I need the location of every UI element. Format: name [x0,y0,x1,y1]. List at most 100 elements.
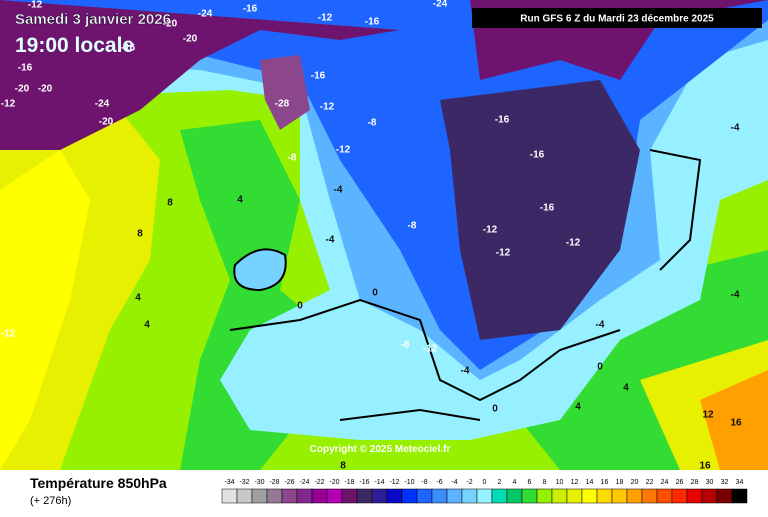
colorbar-swatch [641,488,658,504]
colorbar-label: -10 [404,479,414,486]
colorbar-swatch [236,488,253,504]
run-info: Run GFS 6 Z du Mardi 23 décembre 2025 [520,14,714,25]
map-label: -16 [121,43,136,54]
colorbar-label: -22 [314,479,324,486]
colorbar-swatch [341,488,358,504]
colorbar-label: -2 [466,479,472,486]
colorbar-swatch [296,488,313,504]
colorbar-label: -18 [344,479,354,486]
colorbar-label: -32 [239,479,249,486]
colorbar-label: -6 [436,479,442,486]
map-label: 4 [135,293,141,304]
map-label: -16 [530,150,545,161]
colorbar-label: -28 [269,479,279,486]
map-label: 12 [702,410,714,421]
colorbar-label: 10 [556,479,564,486]
map-region [440,80,640,340]
map-label: -12 [1,99,16,110]
colorbar-swatch [566,488,583,504]
colorbar-swatch [401,488,418,504]
colorbar-swatch [506,488,523,504]
colorbar-label: 20 [631,479,639,486]
colorbar-label: 6 [528,479,532,486]
map-label: -20 [183,34,198,45]
forecast-time: 19:00 locale [15,34,134,57]
colorbar-label: -12 [389,479,399,486]
colorbar-label: -34 [224,479,234,486]
map-label: -12 [496,248,511,259]
colorbar-label: -8 [421,479,427,486]
colorbar-swatch [521,488,538,504]
map-label: -8 [401,340,410,351]
colorbar-swatch [671,488,688,504]
colorbar-label: 4 [513,479,517,486]
colorbar-swatch [686,488,703,504]
run-box [472,8,762,28]
colorbar-swatch [476,488,493,504]
colorbar-label: -24 [299,479,309,486]
map-label: -12 [1,329,16,340]
map-label: -8 [368,118,377,129]
map-label: -12 [566,238,581,249]
map-label: -24 [198,9,213,20]
colorbar-swatch [266,488,283,504]
map-label: -8 [288,153,297,164]
map-label: 0 [597,362,603,373]
copyright: Copyright © 2025 Meteociel.fr [310,444,451,455]
map-label: -8 [408,221,417,232]
map-label: -16 [18,63,33,74]
colorbar: -34 -32 -30 -28 -26 -24 -22 -20 -18 -16 -14 -12 -10-… [221,479,748,504]
map-label: 8 [167,198,173,209]
colorbar-swatch [581,488,598,504]
colorbar-swatch [311,488,328,504]
colorbar-swatch [356,488,373,504]
map-region [0,0,768,150]
colorbar-swatch [596,488,613,504]
colorbar-swatch [491,488,508,504]
colorbar-swatch [371,488,388,504]
colorbar-swatch [626,488,643,504]
map-label: -4 [461,366,470,377]
map-label: 0 [492,404,498,415]
colorbar-label: -30 [254,479,264,486]
map-label: -16 [495,115,510,126]
colorbar-swatch [281,488,298,504]
map-label: -28 [275,99,290,110]
colorbar-label: 32 [721,479,729,486]
colorbar-swatch [326,488,343,504]
colorbar-label: 28 [691,479,699,486]
colorbar-swatch [251,488,268,504]
colorbar-label: 0 [483,479,487,486]
colorbar-swatch [536,488,553,504]
forecast-date: Samedi 3 janvier 2026 [15,11,171,28]
map-label: 0 [372,288,378,299]
map-label: -16 [311,71,326,82]
legend-title: Température 850hPa [30,475,167,491]
colorbar-label: 22 [646,479,654,486]
map-label: 8 [137,229,143,240]
map-label: -20 [99,117,114,128]
colorbar-label: 24 [661,479,669,486]
colorbar-label: 30 [706,479,714,486]
map-region [260,55,310,130]
colorbar-swatch [731,488,748,504]
map-label: 4 [144,320,150,331]
colorbar-label: 12 [571,479,579,486]
map-region [0,150,90,470]
map-labels: -12 -24 -16 -12 -16 -24 -20 -20 -16 -20 -20 -16 -24 -… [1,0,742,472]
colorbar-label: 2 [498,479,502,486]
map-label: 4 [237,195,243,206]
map-label: -12 [28,0,43,11]
map-label: 0 [297,301,303,312]
colorbar-label: -20 [329,479,339,486]
map-label: -24 [95,99,110,110]
map-label: -12 [320,102,335,113]
map-label: -4 [334,185,343,196]
colorbar-label: 34 [736,479,744,486]
colorbar-label: 14 [586,479,594,486]
map-label: -20 [38,84,53,95]
map-label: -20 [15,84,30,95]
colorbar-label: -14 [374,479,384,486]
map-label: -24 [433,0,448,10]
